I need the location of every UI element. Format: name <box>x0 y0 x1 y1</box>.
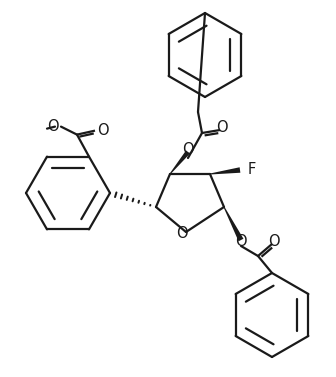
Polygon shape <box>170 150 190 174</box>
Text: F: F <box>248 162 256 178</box>
Text: O: O <box>216 121 228 135</box>
Text: O: O <box>235 234 247 250</box>
Polygon shape <box>210 167 240 175</box>
Text: O: O <box>182 143 194 158</box>
Polygon shape <box>223 207 244 241</box>
Text: O: O <box>97 123 109 138</box>
Text: O: O <box>47 119 59 134</box>
Text: O: O <box>176 227 188 242</box>
Text: O: O <box>268 234 280 250</box>
